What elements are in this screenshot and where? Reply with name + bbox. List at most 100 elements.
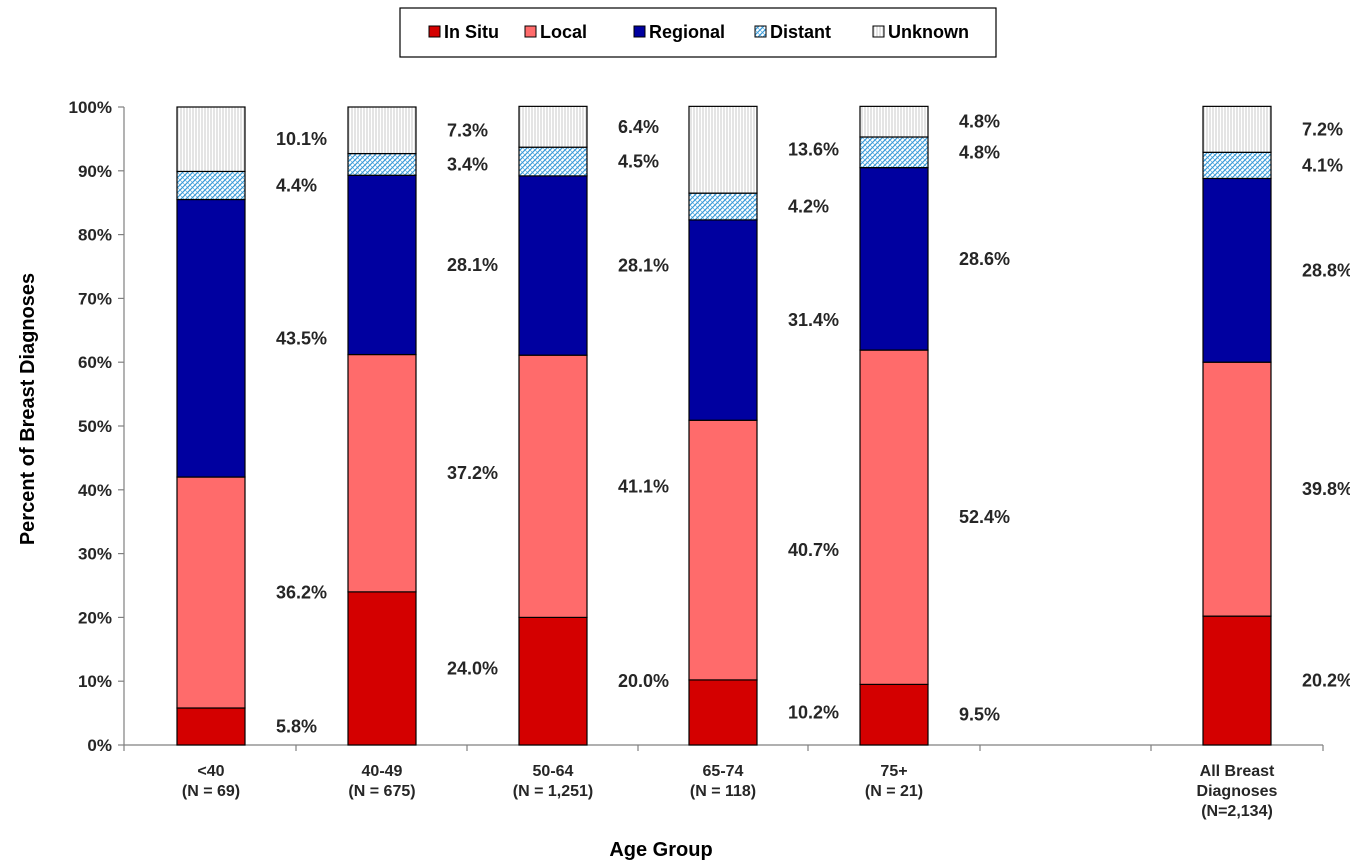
legend: In Situ Local Regional Distant Unknown xyxy=(399,7,997,58)
bar-segment-local xyxy=(859,349,929,685)
bar-segment-local xyxy=(688,419,758,681)
y-axis-title: Percent of Breast Diagnoses xyxy=(17,273,39,545)
category-label: (N=2,134) xyxy=(1201,803,1273,820)
legend-label-distant: Distant xyxy=(770,22,831,42)
category-label: 75+ xyxy=(880,763,907,780)
category-label: (N = 675) xyxy=(348,783,415,800)
bars xyxy=(176,105,1272,746)
data-label-local: 37.2% xyxy=(447,463,498,483)
category-label: (N = 118) xyxy=(690,783,756,800)
legend-swatch-local xyxy=(524,25,537,38)
category-label: (N = 21) xyxy=(865,783,923,800)
data-label-distant: 4.5% xyxy=(618,152,659,172)
y-tick-label: 70% xyxy=(78,289,112,308)
data-label-unknown: 13.6% xyxy=(788,140,839,160)
bar-segment-unknown xyxy=(1202,105,1272,153)
bar-segment-in-situ xyxy=(347,591,417,746)
data-label-distant: 3.4% xyxy=(447,154,488,174)
legend-swatch-regional xyxy=(633,25,646,38)
category-labels: <40 (N = 69) 40-49 (N = 675) 50-64 (N = 1,251… xyxy=(182,763,1278,820)
legend-label-in-situ: In Situ xyxy=(444,22,499,42)
data-label-unknown: 7.2% xyxy=(1302,119,1343,139)
data-label-local: 36.2% xyxy=(276,583,327,603)
data-label-regional: 28.1% xyxy=(447,255,498,275)
data-label-unknown: 4.8% xyxy=(959,112,1000,132)
legend-swatch-distant xyxy=(754,25,767,38)
bar-segment-in-situ xyxy=(859,683,929,746)
category-label: 40-49 xyxy=(362,763,403,780)
data-label-unknown: 6.4% xyxy=(618,117,659,137)
bar-segment-local xyxy=(347,353,417,593)
y-tick-label: 40% xyxy=(78,481,112,500)
x-axis-title: Age Group xyxy=(609,839,712,861)
data-label-unknown: 7.3% xyxy=(447,120,488,140)
category-label: <40 xyxy=(197,763,224,780)
bar-segment-distant xyxy=(518,146,588,177)
bar-segment-regional xyxy=(688,219,758,421)
data-label-unknown: 10.1% xyxy=(276,129,327,149)
bar-segment-unknown xyxy=(518,105,588,148)
legend-frame xyxy=(399,7,997,58)
bar-segment-regional xyxy=(347,174,417,356)
y-tick-label: 30% xyxy=(78,545,112,564)
legend-swatch-in-situ xyxy=(428,25,441,38)
bar-segment-unknown xyxy=(688,105,758,194)
legend-label-regional: Regional xyxy=(649,22,725,42)
bar-segment-unknown xyxy=(859,105,929,138)
data-label-distant: 4.4% xyxy=(276,175,317,195)
y-tick-label: 0% xyxy=(87,736,112,755)
y-tick-label: 50% xyxy=(78,417,112,436)
data-label-in-situ: 10.2% xyxy=(788,702,839,722)
bar-segment-in-situ xyxy=(688,679,758,746)
bar-segment-local xyxy=(518,354,588,618)
y-tick-label: 10% xyxy=(78,672,112,691)
category-label: All Breast xyxy=(1200,763,1275,780)
y-tick-label: 60% xyxy=(78,353,112,372)
bar-segment-regional xyxy=(1202,177,1272,363)
data-label-regional: 43.5% xyxy=(276,328,327,348)
bar-segment-distant xyxy=(1202,151,1272,180)
data-label-distant: 4.8% xyxy=(959,142,1000,162)
data-label-regional: 28.8% xyxy=(1302,260,1350,280)
data-label-local: 39.8% xyxy=(1302,479,1350,499)
bar-segment-in-situ xyxy=(1202,615,1272,746)
y-tick-label: 20% xyxy=(78,608,112,627)
data-label-in-situ: 20.0% xyxy=(618,671,669,691)
bar-segment-in-situ xyxy=(518,616,588,746)
bar-segment-regional xyxy=(176,198,246,478)
bar-segment-in-situ xyxy=(176,707,246,746)
data-label-local: 40.7% xyxy=(788,540,839,560)
axes: 0% 10% 20% 30% 40% 50% 60% 70% 80% 90% 100% xyxy=(69,98,1324,755)
data-label-in-situ: 9.5% xyxy=(959,705,1000,725)
data-label-regional: 28.6% xyxy=(959,249,1010,269)
data-label-regional: 31.4% xyxy=(788,310,839,330)
bar-segment-distant xyxy=(176,170,246,201)
category-label: (N = 1,251) xyxy=(513,783,593,800)
y-tick-label: 100% xyxy=(69,98,112,117)
category-label: (N = 69) xyxy=(182,783,240,800)
bar-segment-regional xyxy=(518,175,588,356)
legend-label-unknown: Unknown xyxy=(888,22,969,42)
data-label-local: 52.4% xyxy=(959,507,1010,527)
category-label: 65-74 xyxy=(703,763,744,780)
y-tick-label: 90% xyxy=(78,162,112,181)
category-label: Diagnoses xyxy=(1197,783,1278,800)
data-label-in-situ: 5.8% xyxy=(276,716,317,736)
data-label-distant: 4.1% xyxy=(1302,155,1343,175)
bar-segment-regional xyxy=(859,167,929,351)
y-tick-label: 80% xyxy=(78,226,112,245)
bar-segment-distant xyxy=(859,136,929,169)
data-label-distant: 4.2% xyxy=(788,197,829,217)
legend-label-local: Local xyxy=(540,22,587,42)
data-label-local: 41.1% xyxy=(618,476,669,496)
legend-swatch-unknown xyxy=(872,25,885,38)
bar-segment-distant xyxy=(688,192,758,221)
bar-segment-distant xyxy=(347,152,417,176)
bar-segment-unknown xyxy=(347,106,417,155)
category-label: 50-64 xyxy=(533,763,574,780)
data-label-in-situ: 20.2% xyxy=(1302,671,1350,691)
bar-segment-local xyxy=(1202,361,1272,617)
bar-segment-unknown xyxy=(176,106,246,173)
bar-segment-local xyxy=(176,476,246,709)
